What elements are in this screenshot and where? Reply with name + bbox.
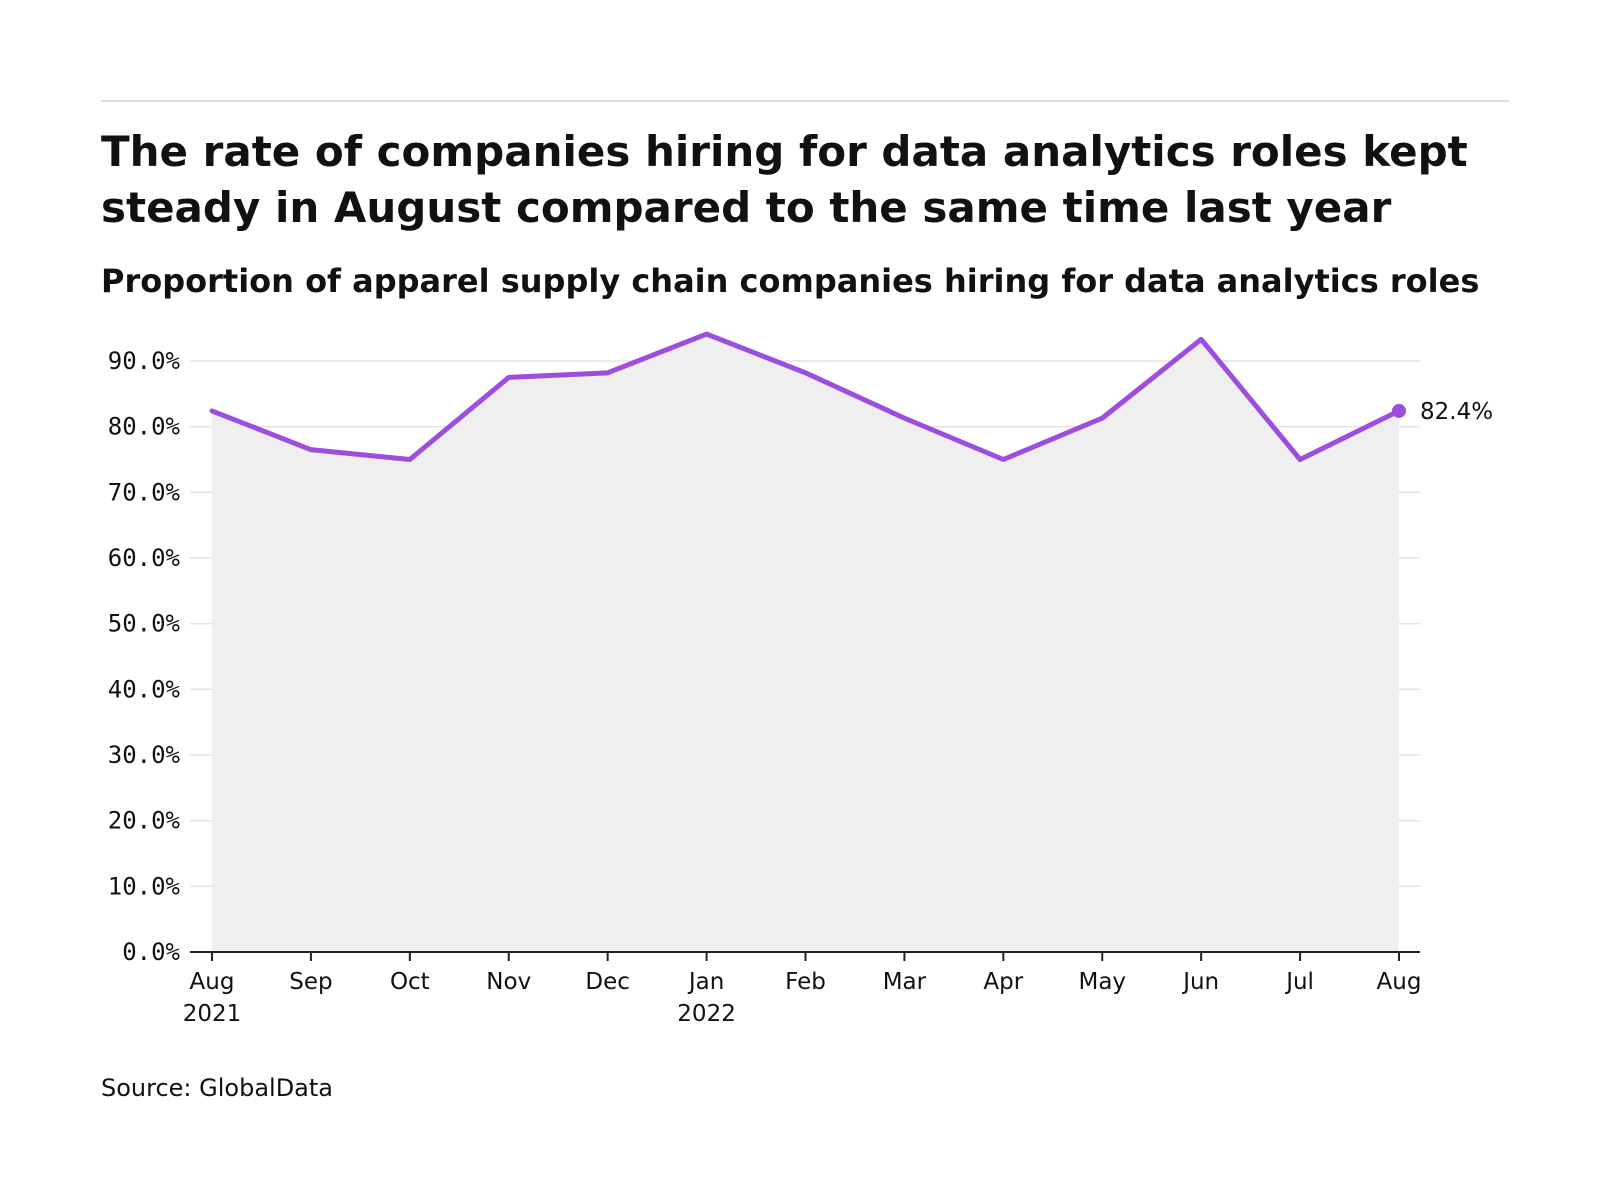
x-tick-label: Oct	[390, 969, 430, 995]
x-tick-label: Dec	[585, 969, 630, 995]
x-tick-label: Apr	[983, 969, 1023, 995]
y-tick-label: 10.0%	[108, 872, 181, 900]
y-tick-label: 70.0%	[108, 478, 181, 506]
x-tick-label: Sep	[289, 969, 332, 995]
x-tick-label: Jan	[687, 969, 724, 995]
x-tick-label: Mar	[883, 969, 927, 995]
end-value-label: 82.4%	[1420, 399, 1493, 425]
source-note: Source: GlobalData	[101, 1074, 334, 1102]
chart-subtitle: Proportion of apparel supply chain compa…	[101, 262, 1480, 300]
y-tick-label: 50.0%	[108, 610, 181, 638]
x-tick-year-label: 2022	[677, 1001, 736, 1027]
x-tick-label: May	[1078, 969, 1126, 995]
y-tick-label: 30.0%	[108, 741, 181, 769]
top-divider	[101, 100, 1509, 102]
area-fill	[212, 334, 1399, 952]
y-tick-label: 80.0%	[108, 413, 181, 441]
x-tick-year-label: 2021	[183, 1001, 242, 1027]
y-tick-label: 20.0%	[108, 807, 181, 835]
x-tick-label: Aug	[1377, 969, 1422, 995]
y-tick-label: 40.0%	[108, 675, 181, 703]
y-axis-ticks: 0.0% 10.0% 20.0% 30.0% 40.0% 50.0% 60.0% 70.0% 8…	[108, 347, 181, 966]
x-tick-label: Jul	[1284, 969, 1314, 995]
y-tick-label: 0.0%	[122, 938, 180, 966]
end-point-marker	[1392, 403, 1406, 418]
x-tick-label: Feb	[785, 969, 826, 995]
y-tick-label: 60.0%	[108, 544, 181, 572]
chart-title: The rate of companies hiring for data an…	[101, 127, 1468, 232]
series-line	[209, 331, 1402, 462]
x-tick-label: Jun	[1181, 969, 1219, 995]
x-tick-label: Nov	[486, 969, 531, 995]
x-tick-label: Aug	[190, 969, 235, 995]
y-tick-label: 90.0%	[108, 347, 181, 375]
x-axis-ticks: Aug 2021 Sep Oct Nov Dec Jan 2022 Feb Mar Apr May Ju…	[183, 952, 1422, 1027]
